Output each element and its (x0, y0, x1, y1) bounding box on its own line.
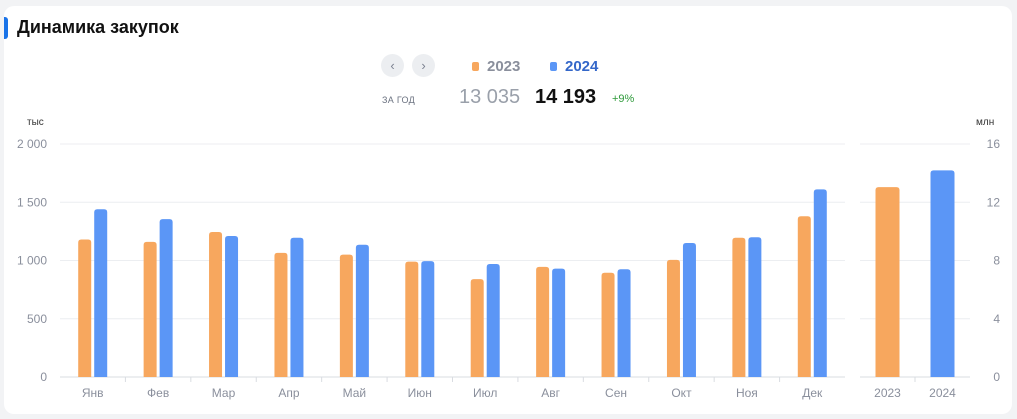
bar-2023-Авг (536, 266, 550, 377)
left-axis-unit: тыс (27, 117, 44, 128)
legend-item-2024[interactable]: 2024 (550, 58, 598, 75)
x-tick-label: Сен (605, 386, 627, 400)
y-tick-right: 12 (987, 195, 1001, 209)
y-tick-left: 500 (27, 312, 47, 326)
x-tick-label-year: 2024 (929, 386, 956, 400)
bar-2024-Фев (159, 219, 173, 377)
x-tick-label: Авг (541, 386, 560, 400)
period-label: ЗА ГОД (382, 95, 416, 105)
bar-2023-Дек (797, 216, 811, 377)
bar-2024-Май (355, 244, 369, 377)
next-period-button[interactable]: › (412, 54, 435, 77)
bar-2024-Дек (813, 189, 827, 377)
legend-label-2023: 2023 (487, 58, 521, 75)
bar-2023-Фев (143, 241, 157, 377)
bar-2024-Окт (682, 243, 696, 377)
bar-2023-Ноя (732, 237, 746, 377)
legend-item-2023[interactable]: 2023 (472, 58, 520, 75)
current-year-total: 14 193 (535, 86, 597, 108)
x-tick-label: Июн (408, 386, 432, 400)
y-tick-left: 2 000 (17, 137, 47, 151)
y-tick-left: 0 (40, 370, 47, 384)
legend-swatch-2024 (550, 62, 557, 71)
legend-label-2024: 2024 (565, 58, 599, 75)
right-axis-unit: млн (976, 117, 995, 128)
bar-2024-Янв (94, 209, 108, 377)
y-tick-right: 4 (993, 312, 1000, 326)
chart-title: Динамика закупок (17, 17, 179, 37)
y-tick-left: 1 000 (17, 254, 47, 268)
bar-2024-Сен (617, 269, 631, 377)
change-percent: +9% (612, 93, 635, 105)
x-tick-label: Фев (147, 386, 169, 400)
title-accent (4, 17, 8, 39)
bar-2024-Мар (225, 236, 239, 377)
bar-2023-Мар (209, 231, 223, 377)
y-tick-left: 1 500 (17, 195, 47, 209)
y-tick-right: 8 (993, 254, 1000, 268)
bar-2024-Авг (552, 268, 566, 377)
bar-2024-Апр (290, 237, 304, 377)
x-tick-label: Апр (278, 386, 300, 400)
bar-2024-Июл (486, 263, 500, 377)
x-tick-label: Мар (212, 386, 236, 400)
bar-2023-Янв (78, 239, 92, 377)
x-tick-label: Янв (82, 386, 104, 400)
bar-total-2024 (930, 170, 955, 377)
bar-2023-Июн (405, 261, 419, 377)
x-tick-label: Дек (802, 386, 823, 400)
bar-2023-Сен (601, 272, 615, 377)
x-tick-label-year: 2023 (874, 386, 901, 400)
y-tick-right: 16 (987, 137, 1001, 151)
bar-total-2023 (875, 187, 900, 377)
x-tick-label: Май (343, 386, 367, 400)
prev-period-button[interactable]: ‹ (381, 54, 404, 77)
bar-2024-Июн (421, 261, 435, 377)
x-tick-label: Окт (671, 386, 692, 400)
x-tick-label: Ноя (736, 386, 758, 400)
bar-2023-Апр (274, 252, 288, 377)
bar-2023-Май (339, 254, 353, 377)
bar-2023-Июл (470, 279, 484, 377)
bar-2023-Окт (666, 259, 680, 377)
bar-2024-Ноя (748, 237, 762, 377)
x-tick-label: Июл (473, 386, 497, 400)
previous-year-total: 13 035 (459, 86, 521, 108)
legend-swatch-2023 (472, 62, 479, 71)
y-tick-right: 0 (993, 370, 1000, 384)
